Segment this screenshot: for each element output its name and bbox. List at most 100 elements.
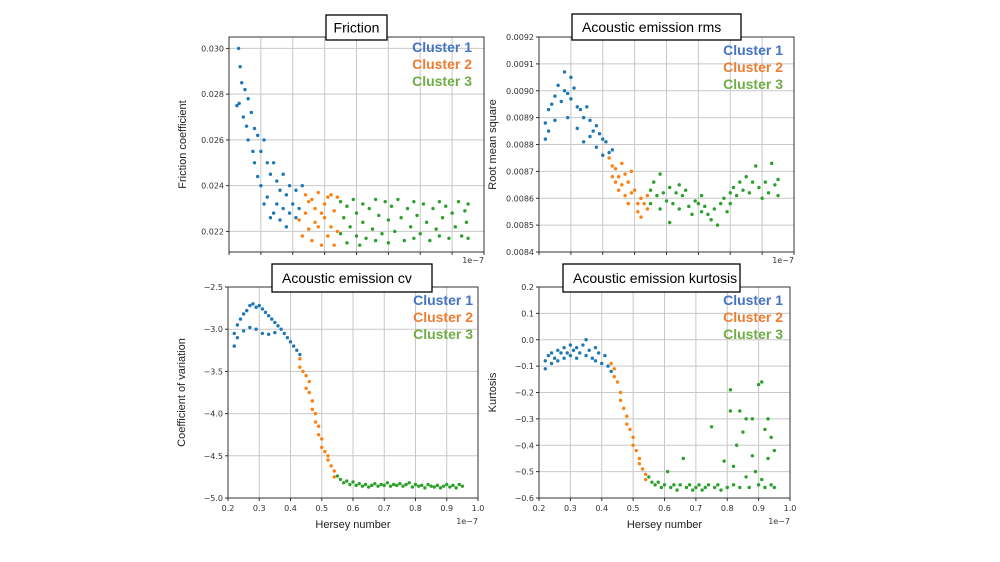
data-point	[262, 202, 266, 206]
data-point	[241, 329, 246, 333]
data-point	[672, 483, 676, 487]
data-point	[571, 348, 576, 352]
data-point	[444, 204, 448, 208]
x-axis-label: Hersey number	[627, 519, 703, 531]
data-point	[703, 204, 707, 209]
data-point	[345, 204, 349, 208]
y-tick-label: 0.0089	[506, 114, 534, 123]
y-tick-label: 0.2	[521, 283, 534, 292]
data-point	[329, 225, 333, 229]
data-point	[637, 462, 642, 466]
data-point	[441, 484, 446, 488]
data-point	[342, 215, 346, 220]
data-point	[584, 353, 588, 358]
x-tick-label: 0.3	[564, 504, 577, 513]
data-point	[313, 220, 317, 224]
data-point	[543, 137, 548, 141]
data-point	[687, 204, 691, 209]
data-point	[578, 107, 583, 112]
data-point	[341, 481, 346, 485]
data-point	[329, 464, 333, 468]
data-point	[634, 448, 638, 453]
data-point	[706, 212, 710, 217]
data-point	[625, 422, 629, 426]
data-point	[581, 343, 585, 347]
y-tick-label: 0.026	[201, 136, 224, 145]
legend-entry: Cluster 1	[723, 292, 783, 308]
data-point	[366, 485, 371, 489]
data-point	[295, 348, 299, 352]
data-point	[693, 199, 697, 203]
data-point	[466, 202, 470, 206]
data-point	[652, 180, 656, 184]
data-point	[694, 485, 698, 490]
data-point	[448, 485, 452, 489]
data-point	[361, 220, 365, 224]
data-point	[747, 191, 752, 195]
data-point	[435, 483, 440, 488]
data-point	[291, 344, 296, 348]
data-point	[750, 180, 755, 184]
data-point	[303, 211, 308, 215]
data-point	[271, 161, 276, 165]
data-point	[766, 417, 770, 421]
data-point	[463, 209, 467, 213]
x-tick-label: 0.7	[690, 504, 703, 513]
data-point	[728, 388, 733, 392]
data-point	[243, 87, 247, 92]
data-point	[677, 207, 681, 211]
data-point	[320, 445, 324, 450]
data-point	[440, 215, 445, 220]
data-point	[647, 475, 651, 479]
data-point	[667, 220, 672, 225]
data-point	[298, 357, 302, 361]
data-point	[313, 420, 318, 424]
data-point	[246, 97, 250, 101]
data-point	[601, 137, 605, 141]
legend-entry: Cluster 3	[413, 326, 473, 342]
data-point	[364, 236, 368, 240]
data-point	[661, 191, 666, 195]
data-point	[667, 185, 672, 190]
data-point	[728, 201, 732, 206]
data-point	[255, 133, 260, 138]
data-point	[354, 234, 359, 238]
data-point	[423, 486, 427, 490]
data-point	[460, 484, 465, 488]
data-point	[588, 118, 592, 123]
data-point	[574, 345, 579, 350]
data-point	[741, 188, 745, 192]
data-point	[326, 234, 330, 238]
data-point	[268, 172, 273, 176]
y-tick-label: 0.0092	[506, 33, 534, 42]
x-axis-label: Hersey number	[315, 519, 391, 531]
data-point	[287, 211, 292, 215]
data-point	[588, 134, 592, 139]
data-point	[691, 488, 695, 492]
data-point	[413, 482, 418, 487]
data-point	[273, 320, 277, 325]
data-point	[287, 183, 292, 188]
data-point	[332, 475, 336, 479]
data-point	[457, 482, 461, 487]
data-point	[303, 193, 308, 197]
data-point	[625, 414, 629, 418]
data-point	[699, 193, 704, 198]
data-point	[600, 361, 604, 366]
data-point	[763, 427, 767, 432]
legend-entry: Cluster 2	[413, 309, 473, 325]
data-point	[367, 206, 371, 211]
data-point	[643, 472, 648, 476]
x-tick-label: 0.2	[533, 504, 546, 513]
data-point	[622, 406, 626, 411]
legend-entry: Cluster 1	[412, 39, 472, 55]
y-tick-label: 0.0	[521, 336, 534, 345]
data-point	[407, 481, 411, 485]
data-point	[632, 188, 637, 192]
data-point	[628, 427, 632, 432]
data-point	[332, 243, 336, 247]
x-tick-label: 0.9	[440, 504, 453, 513]
data-point	[728, 409, 733, 413]
data-point	[260, 307, 265, 311]
